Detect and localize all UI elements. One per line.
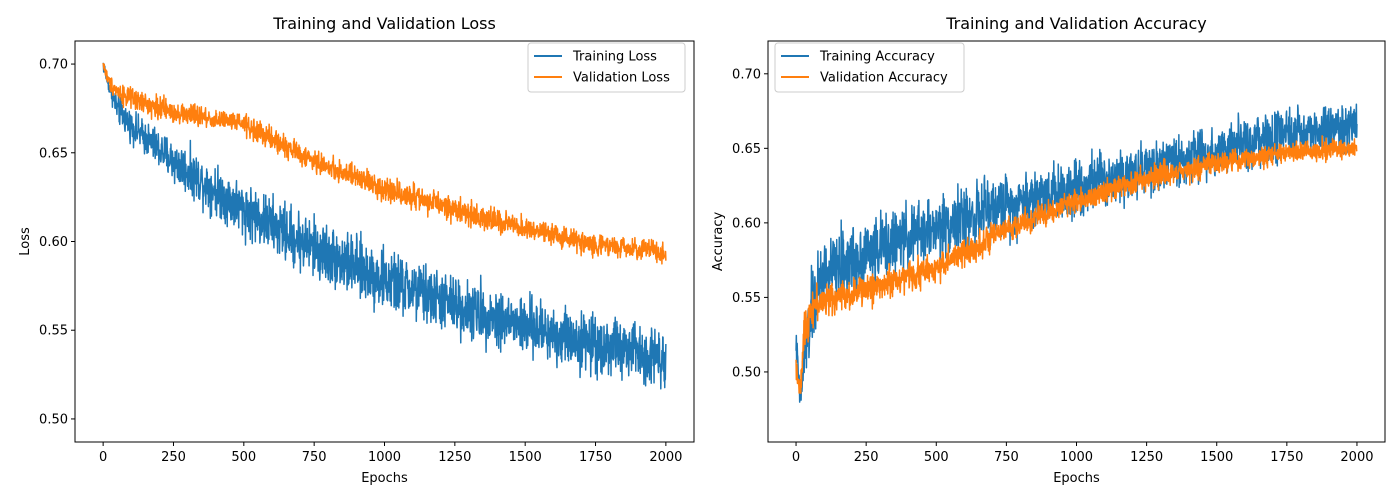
x-tick-label: 1000 bbox=[1060, 450, 1093, 465]
x-tick-label: 1000 bbox=[368, 450, 401, 465]
legend-label: Training Loss bbox=[572, 50, 657, 65]
x-tick-label: 0 bbox=[792, 450, 800, 465]
x-tick-label: 500 bbox=[924, 450, 949, 465]
legend: Training Loss Validation Loss bbox=[527, 42, 686, 93]
y-axis-label: Accuracy bbox=[711, 212, 726, 272]
legend-box bbox=[774, 42, 965, 93]
legend-label: Validation Accuracy bbox=[820, 71, 948, 86]
x-tick-label: 1750 bbox=[1270, 450, 1303, 465]
legend-box bbox=[527, 42, 686, 93]
chart-panel-1: 0 250 500 750 1000 1250 1500 1750 2000 0.50 0.55 0.… bbox=[18, 14, 695, 486]
y-tick-label: 0.60 bbox=[732, 216, 761, 231]
legend: Training Accuracy Validation Accuracy bbox=[774, 42, 965, 93]
x-axis-label: Epochs bbox=[1053, 471, 1100, 486]
series-line-validation-loss bbox=[102, 62, 667, 265]
chart-title: Training and Validation Accuracy bbox=[945, 14, 1207, 33]
x-axis-label: Epochs bbox=[361, 471, 408, 486]
plot-area-2 bbox=[795, 103, 1358, 403]
legend-label: Validation Loss bbox=[573, 71, 670, 86]
y-tick-label: 0.50 bbox=[732, 365, 761, 380]
x-tick-label: 250 bbox=[161, 450, 186, 465]
x-tick-label: 0 bbox=[99, 450, 107, 465]
y-tick-label: 0.60 bbox=[39, 235, 68, 250]
x-tick-label: 2000 bbox=[1340, 450, 1373, 465]
x-tick-label: 1750 bbox=[579, 450, 612, 465]
x-tick-label: 250 bbox=[854, 450, 879, 465]
chart-panel-2: 0 250 500 750 1000 1250 1500 1750 2000 0.50 0.55 0.… bbox=[711, 14, 1386, 486]
plot-area-1 bbox=[102, 62, 667, 390]
y-tick-label: 0.70 bbox=[732, 67, 761, 82]
y-tick-label: 0.65 bbox=[39, 146, 68, 161]
series-line-training-loss bbox=[102, 62, 667, 390]
y-tick-label: 0.70 bbox=[39, 58, 68, 73]
x-tick-label: 1250 bbox=[1130, 450, 1163, 465]
x-tick-label: 1500 bbox=[509, 450, 542, 465]
chart-title: Training and Validation Loss bbox=[272, 14, 496, 33]
x-tick-label: 1250 bbox=[438, 450, 471, 465]
y-tick-label: 0.55 bbox=[732, 291, 761, 306]
x-tick-label: 750 bbox=[302, 450, 327, 465]
x-tick-label: 2000 bbox=[649, 450, 682, 465]
x-tick-label: 500 bbox=[231, 450, 256, 465]
y-tick-label: 0.55 bbox=[39, 324, 68, 339]
y-tick-label: 0.50 bbox=[39, 412, 68, 427]
y-axis-label: Loss bbox=[18, 227, 33, 256]
legend-label: Training Accuracy bbox=[819, 50, 935, 65]
series-line-validation-accuracy bbox=[795, 135, 1358, 394]
y-tick-label: 0.65 bbox=[732, 142, 761, 157]
x-tick-label: 750 bbox=[994, 450, 1019, 465]
x-tick-label: 1500 bbox=[1200, 450, 1233, 465]
